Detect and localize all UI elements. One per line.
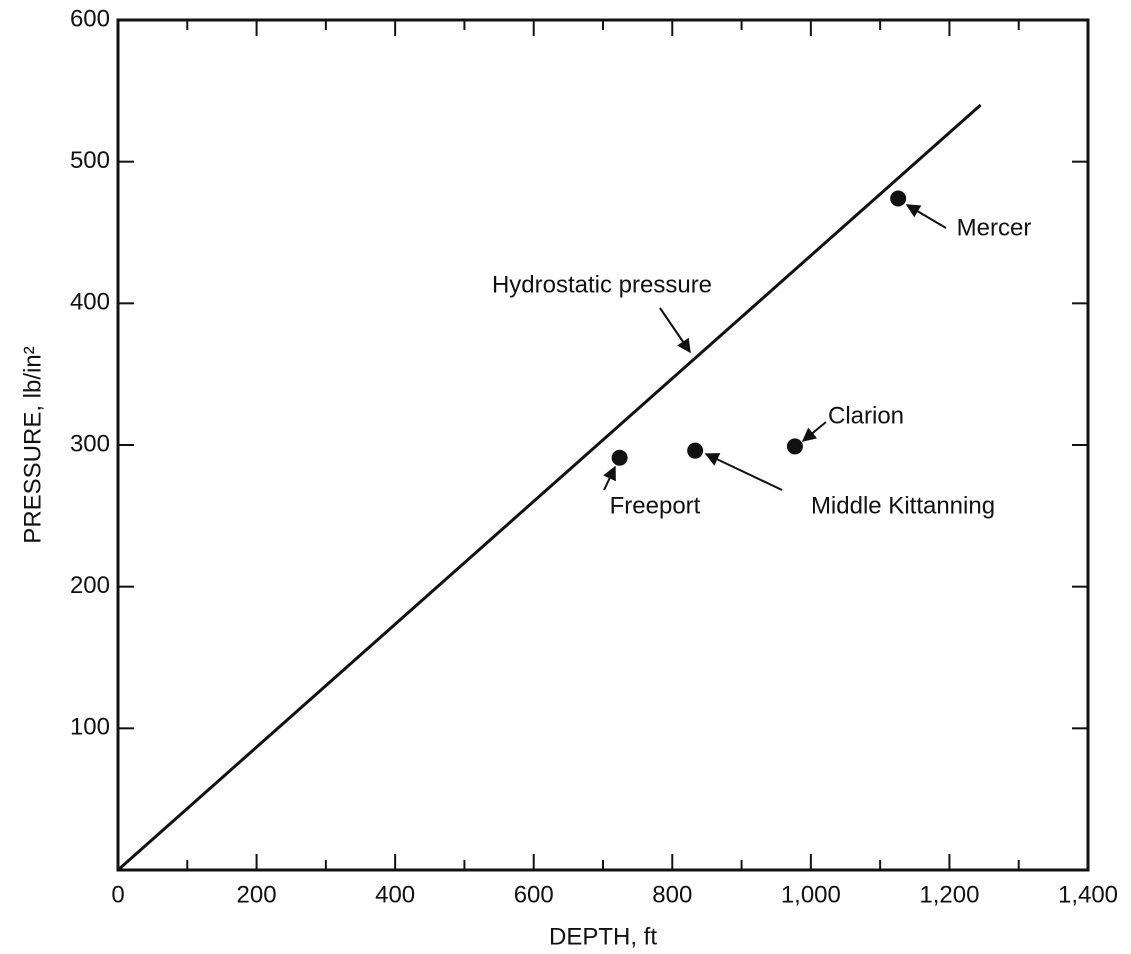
hydrostatic-line	[117, 103, 982, 872]
point-label: Middle Kittanning	[811, 492, 995, 519]
y-tick-label: 600	[70, 5, 110, 32]
annotation-arrow	[603, 465, 616, 491]
line-label: Hydrostatic pressure	[492, 271, 712, 298]
x-tick-label: 1,400	[1058, 881, 1118, 908]
annotation-arrow	[801, 421, 827, 442]
y-tick-label: 100	[70, 714, 110, 741]
x-axis-label: DEPTH, ft	[549, 923, 657, 950]
x-tick-label: 600	[514, 881, 554, 908]
annotation-arrow	[659, 307, 691, 354]
y-tick-label: 500	[70, 147, 110, 174]
data-point	[786, 438, 803, 455]
data-point	[611, 449, 628, 466]
data-point	[890, 190, 907, 207]
point-label: Mercer	[957, 214, 1032, 241]
y-axis-label: PRESSURE, lb/in²	[19, 346, 46, 543]
x-tick-label: 800	[652, 881, 692, 908]
data-point	[687, 442, 704, 459]
annotation-arrow	[704, 453, 783, 491]
y-tick-label: 300	[70, 430, 110, 457]
y-tick-label: 400	[70, 289, 110, 316]
x-tick-label: 0	[111, 881, 124, 908]
point-label: Freeport	[610, 492, 701, 519]
x-tick-label: 400	[375, 881, 415, 908]
annotation-arrow	[905, 204, 947, 229]
x-tick-label: 200	[237, 881, 277, 908]
x-tick-label: 1,000	[781, 881, 841, 908]
y-tick-label: 200	[70, 572, 110, 599]
point-label: Clarion	[828, 402, 904, 429]
x-tick-label: 1,200	[919, 881, 979, 908]
